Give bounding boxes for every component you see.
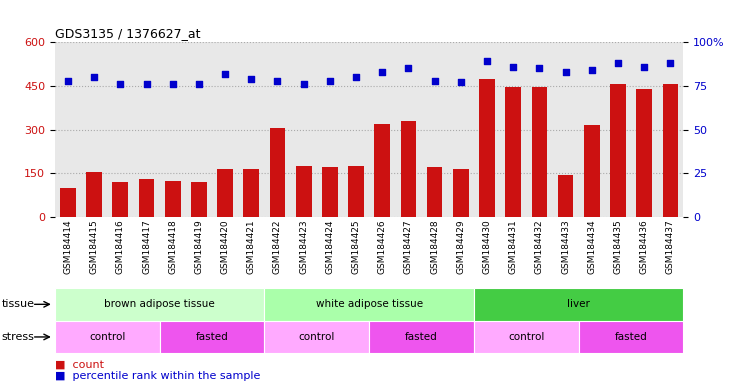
Bar (348, 166, 364, 217)
Point (455, 79, 466, 86)
Point (403, 65, 414, 71)
Text: control: control (89, 332, 126, 342)
Text: ■  percentile rank within the sample: ■ percentile rank within the sample (55, 371, 260, 381)
Text: brown adipose tissue: brown adipose tissue (105, 299, 215, 310)
Point (272, 78, 284, 84)
Bar (662, 84, 678, 217)
Bar (55, 321, 159, 353)
Text: fasted: fasted (196, 332, 228, 342)
Bar (531, 88, 548, 217)
Text: GSM184431: GSM184431 (509, 219, 518, 274)
Bar (265, 321, 369, 353)
Point (376, 69, 388, 75)
Text: GSM184420: GSM184420 (221, 219, 230, 274)
Bar (474, 288, 683, 321)
Text: GSM184414: GSM184414 (64, 219, 72, 274)
Text: control: control (298, 332, 335, 342)
Text: GSM184427: GSM184427 (404, 219, 413, 274)
Bar (164, 180, 181, 217)
Bar (480, 79, 495, 217)
Point (507, 64, 519, 70)
Text: GSM184421: GSM184421 (247, 219, 256, 274)
Point (586, 67, 598, 73)
Point (429, 78, 441, 84)
Point (612, 60, 624, 66)
Text: GSM184425: GSM184425 (352, 219, 360, 274)
Bar (558, 175, 573, 217)
Bar (113, 182, 128, 217)
Point (62, 78, 74, 84)
Point (481, 58, 493, 65)
Point (560, 69, 572, 75)
Bar (579, 321, 683, 353)
Text: fasted: fasted (405, 332, 438, 342)
Point (193, 81, 205, 87)
Bar (505, 88, 521, 217)
Bar (453, 169, 469, 217)
Bar (139, 179, 154, 217)
Text: white adipose tissue: white adipose tissue (316, 299, 423, 310)
Bar (427, 167, 442, 217)
Text: GSM184432: GSM184432 (535, 219, 544, 274)
Point (88, 74, 100, 80)
Point (115, 81, 126, 87)
Bar (55, 288, 265, 321)
Bar (322, 167, 338, 217)
Bar (243, 169, 259, 217)
Text: GSM184415: GSM184415 (90, 219, 99, 274)
Bar (636, 89, 652, 217)
Point (534, 65, 545, 71)
Text: GSM184429: GSM184429 (456, 219, 466, 274)
Bar (60, 188, 76, 217)
Text: GSM184419: GSM184419 (194, 219, 203, 274)
Text: GSM184433: GSM184433 (561, 219, 570, 274)
Bar (270, 128, 285, 217)
Point (167, 81, 178, 87)
Bar (401, 121, 416, 217)
Text: GSM184422: GSM184422 (273, 219, 282, 273)
Text: ■  count: ■ count (55, 360, 104, 370)
Text: GDS3135 / 1376627_at: GDS3135 / 1376627_at (55, 27, 200, 40)
Bar (610, 84, 626, 217)
Bar (584, 125, 599, 217)
Text: GSM184417: GSM184417 (142, 219, 151, 274)
Text: GSM184428: GSM184428 (430, 219, 439, 274)
Bar (296, 166, 311, 217)
Point (140, 81, 152, 87)
Text: GSM184423: GSM184423 (299, 219, 308, 274)
Text: GSM184437: GSM184437 (666, 219, 675, 274)
Point (298, 81, 309, 87)
Text: GSM184435: GSM184435 (613, 219, 623, 274)
Point (219, 71, 231, 77)
Text: GSM184436: GSM184436 (640, 219, 648, 274)
Text: tissue: tissue (1, 299, 34, 310)
Point (350, 74, 362, 80)
Text: stress: stress (1, 332, 34, 342)
Text: GSM184424: GSM184424 (325, 219, 334, 273)
Point (638, 64, 650, 70)
Point (246, 76, 257, 82)
Text: control: control (508, 332, 545, 342)
Bar (265, 288, 474, 321)
Bar (217, 169, 233, 217)
Bar (159, 321, 265, 353)
Text: liver: liver (567, 299, 590, 310)
Text: GSM184416: GSM184416 (115, 219, 125, 274)
Bar (474, 321, 579, 353)
Text: GSM184430: GSM184430 (482, 219, 491, 274)
Point (324, 78, 336, 84)
Bar (86, 172, 102, 217)
Bar (374, 124, 390, 217)
Text: GSM184426: GSM184426 (378, 219, 387, 274)
Text: GSM184418: GSM184418 (168, 219, 177, 274)
Text: fasted: fasted (615, 332, 648, 342)
Bar (369, 321, 474, 353)
Point (664, 60, 676, 66)
Bar (191, 182, 207, 217)
Text: GSM184434: GSM184434 (587, 219, 596, 274)
